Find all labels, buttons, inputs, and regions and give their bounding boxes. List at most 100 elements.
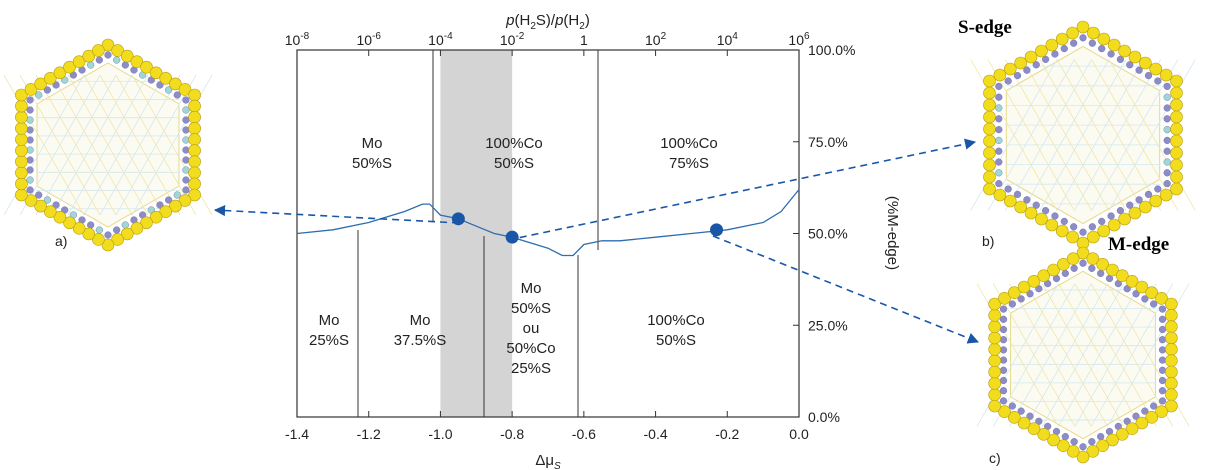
metal-atom: [26, 156, 34, 164]
sulfur-atom: [993, 68, 1007, 82]
metal-atom: [1051, 50, 1059, 58]
metal-atom: [1163, 104, 1171, 112]
metal-atom: [1116, 207, 1125, 215]
sulfur-atom: [15, 133, 28, 146]
region-labels: Mo 50%S 100%Co 50%S 100%Co 75%S Mo 25%S Mo 37.5%S…: [309, 135, 718, 377]
top-tick-label: 1: [580, 32, 588, 48]
sulfur-atom: [1155, 405, 1168, 418]
top-tick-label: 10-2: [500, 31, 525, 48]
metal-atom: [26, 106, 34, 114]
sulfur-atom: [1057, 439, 1070, 452]
sulfur-atom: [15, 110, 28, 124]
metal-atom: [1123, 417, 1131, 425]
lattice-line: [67, 74, 149, 216]
sulfur-atom: [1076, 450, 1090, 464]
sulfur-atom: [1118, 44, 1131, 58]
sulfur-atom: [1145, 286, 1159, 299]
metal-atom: [995, 158, 1003, 166]
metal-atom: [1154, 185, 1162, 193]
lattice-line: [99, 74, 181, 216]
metal-atom: [1123, 285, 1131, 293]
lattice-line: [1056, 59, 1144, 211]
metal-atom: [104, 231, 112, 239]
sulfur-atom: [34, 77, 47, 91]
top-tick-label: 10-6: [356, 31, 381, 48]
metal-atom: [999, 356, 1008, 364]
sulfur-atom: [983, 122, 996, 136]
sulfur-atom: [15, 177, 28, 191]
sulfur-atom: [1055, 32, 1069, 46]
metal-atom: [1135, 196, 1143, 204]
metal-atom: [1141, 295, 1149, 303]
sulfur-atom: [92, 44, 105, 57]
sulfur-atom: [15, 166, 28, 180]
sulfur-atom: [1087, 26, 1100, 40]
metal-atom: [1070, 264, 1078, 272]
bottom-axis-label: ΔμS: [535, 452, 561, 470]
metal-atom: [26, 136, 34, 144]
sulfur-atom: [1096, 258, 1109, 271]
metal-atom: [156, 201, 164, 209]
sulfur-atom: [1066, 26, 1079, 40]
metal-atom: [999, 387, 1008, 395]
sulfur-atom: [92, 233, 105, 246]
sulfur-atom: [120, 227, 134, 241]
panel-label-c: c): [989, 450, 1001, 466]
lattice-line: [1041, 283, 1125, 427]
metal-atom: [1017, 295, 1025, 303]
metal-atom: [1132, 412, 1140, 420]
top-tick-label: 106: [788, 31, 810, 48]
sulfur-atom: [1145, 411, 1159, 424]
lattice-line: [19, 74, 101, 216]
metal-atom: [113, 56, 121, 64]
sulfur-atom: [1003, 194, 1017, 208]
sulfur-atom: [1115, 269, 1129, 282]
sulfur-atom: [188, 133, 201, 146]
metal-atom: [1163, 82, 1171, 91]
sulfur-atom: [1165, 354, 1178, 367]
highlight-point: [710, 223, 724, 237]
sulfur-atom: [188, 188, 201, 202]
metal-atom: [999, 376, 1008, 385]
metal-atom: [1026, 412, 1034, 420]
metal-atom: [1150, 402, 1158, 410]
metal-atom: [1013, 190, 1022, 199]
bottom-tick-label: -1.2: [357, 426, 381, 442]
bottom-tick-label: -1.0: [428, 426, 452, 442]
lattice-line: [1058, 283, 1141, 427]
metal-atom: [999, 305, 1008, 313]
sulfur-atom: [983, 182, 996, 196]
metal-atom: [87, 221, 95, 229]
sulfur-atom: [24, 83, 38, 96]
metal-atom: [1163, 169, 1171, 177]
sulfur-atom: [188, 177, 201, 191]
sulfur-atom: [15, 88, 28, 102]
lattice-line: [1090, 283, 1174, 427]
metal-atom: [52, 81, 60, 89]
metal-atom: [1004, 77, 1012, 85]
sulfur-atom: [1165, 343, 1178, 356]
sulfur-atom: [63, 216, 76, 230]
metal-atom: [1004, 185, 1012, 193]
metal-atom: [1088, 223, 1096, 231]
sulfur-atom: [120, 49, 134, 63]
arrow-to-b: [507, 138, 977, 241]
metal-atom: [1158, 366, 1167, 374]
cluster-b-illustration: [970, 20, 1196, 250]
metal-atom: [52, 201, 60, 209]
metal-atom: [1051, 212, 1059, 220]
metal-atom: [26, 186, 34, 194]
metal-atom: [1035, 417, 1043, 425]
metal-atom: [1158, 356, 1167, 364]
metal-atom: [173, 91, 181, 99]
metal-atom: [1013, 71, 1022, 80]
sulfur-atom: [15, 122, 28, 135]
metal-atom: [1070, 223, 1078, 231]
metal-atom: [995, 126, 1003, 134]
sulfur-atom: [1097, 224, 1111, 238]
sulfur-atom: [1007, 411, 1021, 424]
right-axis-label: (%M-edge): [884, 196, 901, 270]
sulfur-atom: [1024, 206, 1038, 220]
sulfur-atom: [1170, 158, 1183, 172]
metal-atom: [1107, 50, 1115, 58]
